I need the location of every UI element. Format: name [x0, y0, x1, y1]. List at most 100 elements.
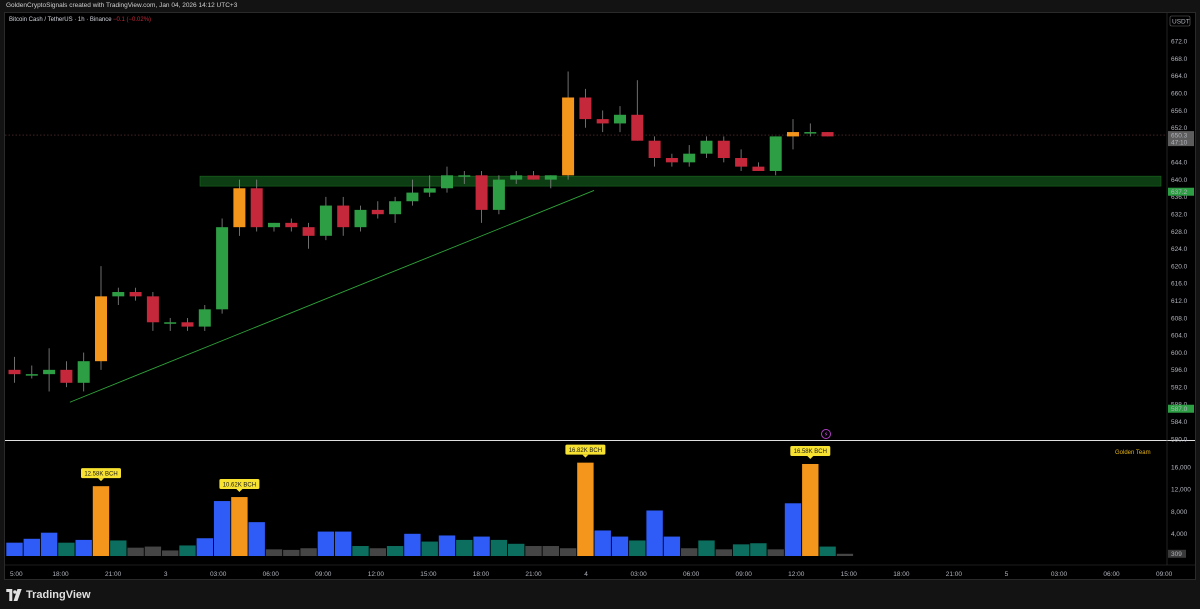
candle[interactable] [631, 80, 644, 141]
candle[interactable] [181, 317, 194, 331]
candle[interactable] [683, 145, 696, 167]
candle[interactable] [371, 201, 384, 219]
candle[interactable] [164, 317, 177, 331]
volume-bar[interactable] [629, 540, 646, 556]
volume-bar[interactable] [681, 548, 698, 556]
candle[interactable] [25, 365, 38, 379]
candle[interactable] [60, 361, 73, 388]
volume-bar[interactable] [213, 501, 231, 556]
volume-bar[interactable] [611, 536, 629, 556]
volume-bar[interactable] [421, 541, 438, 556]
volume-bar[interactable] [577, 462, 594, 556]
candle[interactable] [596, 110, 609, 133]
currency-box[interactable] [1169, 15, 1191, 27]
volume-callout[interactable]: 10.62K BCH [219, 479, 260, 493]
volume-bar[interactable] [58, 542, 75, 556]
candle[interactable] [752, 162, 765, 171]
candle[interactable] [77, 352, 90, 392]
candle[interactable] [544, 175, 557, 189]
candle[interactable] [319, 196, 332, 241]
volume-bar[interactable] [92, 486, 110, 556]
volume-bar[interactable] [715, 549, 732, 556]
candle[interactable] [112, 287, 125, 305]
volume-bar[interactable] [819, 546, 836, 556]
currency-label[interactable]: USDT [1172, 18, 1190, 25]
volume-bar[interactable] [404, 533, 421, 556]
candle[interactable] [492, 175, 505, 215]
volume-bar[interactable] [784, 503, 802, 556]
candle[interactable] [423, 175, 436, 197]
volume-bar[interactable] [559, 548, 577, 556]
volume-bar[interactable] [196, 538, 213, 556]
volume-bar[interactable] [110, 540, 127, 556]
candle[interactable] [285, 218, 298, 232]
volume-bar[interactable] [767, 549, 784, 556]
volume-bar[interactable] [283, 549, 300, 556]
volume-bar[interactable] [127, 547, 144, 556]
volume-bar[interactable] [179, 545, 196, 556]
volume-bar[interactable] [750, 543, 767, 556]
volume-bar[interactable] [438, 535, 456, 556]
volume-bar[interactable] [317, 531, 335, 556]
candle[interactable] [614, 106, 626, 133]
candle[interactable] [458, 170, 471, 184]
volume-bar[interactable] [162, 550, 179, 556]
bolt-circle-icon[interactable] [821, 429, 831, 439]
candle[interactable] [43, 348, 56, 392]
candle[interactable] [8, 356, 21, 383]
candle[interactable] [129, 287, 142, 301]
volume-callout[interactable]: 16.58K BCH [790, 445, 831, 459]
volume-bar[interactable] [836, 553, 854, 556]
candle[interactable] [735, 149, 748, 171]
candle[interactable] [717, 136, 730, 163]
candle[interactable] [146, 292, 159, 331]
volume-bar[interactable] [490, 539, 508, 556]
candle[interactable] [337, 196, 350, 236]
volume-callout[interactable]: 12.58K BCH [81, 468, 121, 482]
volume-bar[interactable] [335, 531, 352, 556]
trendline[interactable] [69, 190, 595, 403]
volume-bar[interactable] [542, 546, 559, 556]
volume-bar[interactable] [508, 543, 525, 556]
candle[interactable] [198, 304, 211, 331]
volume-bar[interactable] [231, 497, 248, 556]
volume-bar[interactable] [802, 463, 819, 556]
candle[interactable] [562, 71, 575, 180]
candle[interactable] [787, 119, 799, 150]
candle[interactable] [648, 136, 661, 167]
chart-canvas[interactable]: 12.58K BCH 10.62K BCH 16.82K BCH 16.58K BCH… [5, 13, 1195, 579]
volume-bar[interactable] [473, 536, 490, 556]
volume-bar[interactable] [6, 542, 23, 556]
volume-bar[interactable] [594, 530, 611, 556]
candle[interactable] [700, 136, 713, 159]
volume-bar[interactable] [248, 522, 265, 556]
volume-bar[interactable] [75, 539, 92, 556]
candle[interactable] [250, 179, 263, 232]
volume-bar[interactable] [40, 532, 58, 556]
volume-bar[interactable] [369, 548, 386, 556]
volume-bar[interactable] [352, 546, 369, 556]
candle[interactable] [302, 222, 315, 249]
candle[interactable] [389, 196, 402, 223]
volume-bar[interactable] [525, 546, 542, 556]
volume-bar[interactable] [300, 548, 317, 556]
candle[interactable] [441, 166, 453, 193]
volume-bar[interactable] [698, 540, 715, 556]
candle[interactable] [665, 153, 678, 167]
volume-callout[interactable]: 16.82K BCH [565, 444, 606, 458]
volume-bar[interactable] [732, 544, 750, 556]
candle[interactable] [527, 170, 540, 180]
volume-bar[interactable] [144, 546, 162, 556]
volume-bar[interactable] [265, 549, 283, 556]
volume-bar[interactable] [646, 510, 663, 556]
candle[interactable] [821, 132, 834, 137]
candle[interactable] [804, 123, 817, 137]
volume-bar[interactable] [456, 539, 473, 556]
candle[interactable] [475, 170, 488, 223]
candle[interactable] [510, 170, 523, 184]
candle[interactable] [216, 218, 229, 314]
candle[interactable] [769, 136, 782, 176]
volume-bar[interactable] [663, 536, 681, 556]
chart-frame[interactable]: 12.58K BCH 10.62K BCH 16.82K BCH 16.58K BCH… [4, 12, 1196, 580]
candle[interactable] [268, 222, 280, 232]
